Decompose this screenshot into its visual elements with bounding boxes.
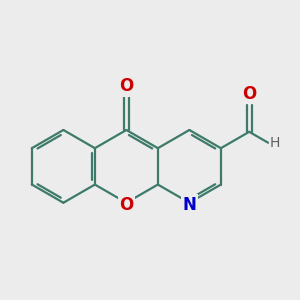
Text: O: O: [242, 85, 256, 103]
Text: O: O: [119, 77, 134, 95]
Text: N: N: [182, 196, 196, 214]
Text: H: H: [270, 136, 280, 150]
Text: O: O: [119, 196, 134, 214]
